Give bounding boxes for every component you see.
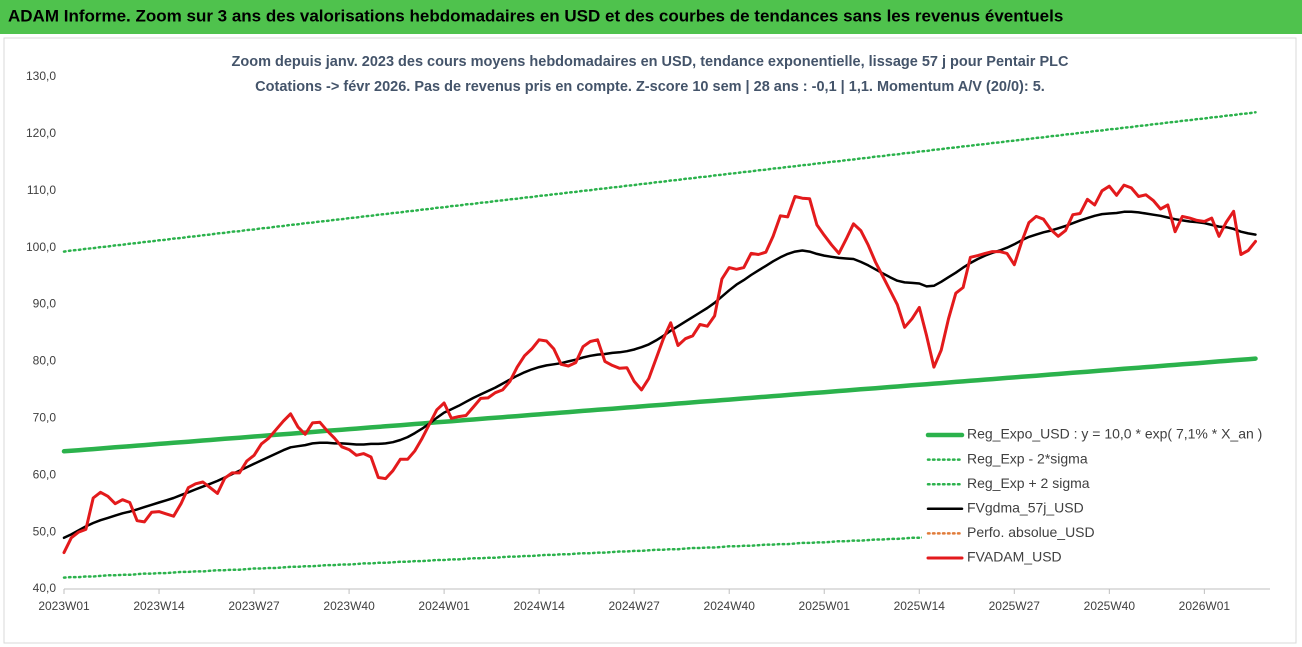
series-line (62, 111, 1257, 253)
legend-label: Reg_Expo_USD : y = 10,0 * exp( 7,1% * X_… (967, 426, 1262, 442)
chart-subtitle: Cotations -> févr 2026. Pas de revenus p… (255, 79, 1045, 95)
x-tick-label: 2023W14 (133, 599, 185, 613)
y-tick-label: 80,0 (33, 354, 57, 368)
x-tick-label: 2025W14 (894, 599, 946, 613)
x-tick-label: 2024W40 (704, 599, 756, 613)
legend-label: Perfo. absolue_USD (967, 524, 1095, 540)
chart-title: Zoom depuis janv. 2023 des cours moyens … (232, 54, 1069, 70)
chart-frame (3, 37, 1297, 644)
x-tick-label: 2024W01 (418, 599, 470, 613)
y-tick-label: 70,0 (33, 411, 57, 425)
x-tick-label: 2023W40 (323, 599, 375, 613)
x-tick-label: 2023W27 (228, 599, 280, 613)
x-tick-label: 2024W27 (608, 599, 660, 613)
x-tick-label: 2026W01 (1179, 599, 1231, 613)
series-line (62, 210, 1257, 540)
header-bar (0, 0, 1302, 34)
x-tick-label: 2025W27 (989, 599, 1041, 613)
legend-label: Reg_Exp + 2 sigma (967, 475, 1090, 491)
x-tick-label: 2024W14 (513, 599, 565, 613)
y-tick-label: 120,0 (26, 126, 56, 140)
legend-label: FVADAM_USD (967, 549, 1062, 565)
legend-label: Reg_Exp - 2*sigma (967, 450, 1088, 466)
x-tick-label: 2025W01 (799, 599, 851, 613)
y-tick-label: 130,0 (26, 69, 56, 83)
y-tick-label: 90,0 (33, 297, 57, 311)
legend-label: FVgdma_57j_USD (967, 500, 1084, 516)
y-tick-label: 110,0 (27, 183, 56, 197)
x-tick-label: 2025W40 (1084, 599, 1136, 613)
y-tick-label: 50,0 (33, 524, 57, 538)
x-tick-label: 2023W01 (38, 599, 90, 613)
y-tick-label: 100,0 (26, 240, 56, 254)
legend-box (922, 423, 1272, 573)
y-tick-label: 40,0 (33, 581, 57, 595)
header-title: ADAM Informe. Zoom sur 3 ans des valoris… (8, 6, 1063, 25)
y-tick-label: 60,0 (33, 467, 57, 481)
series-line (62, 183, 1257, 555)
series-line (61, 356, 1258, 454)
